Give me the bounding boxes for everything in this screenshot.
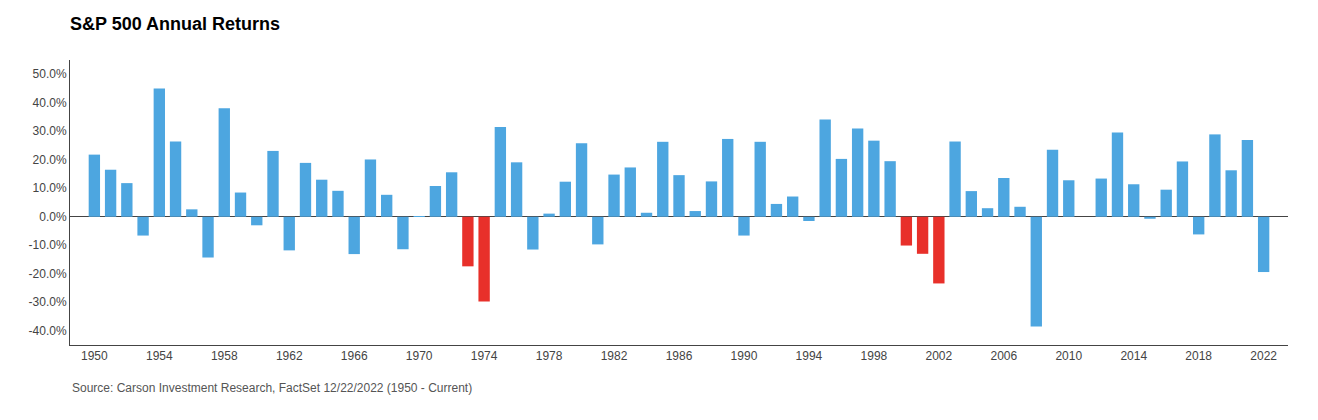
svg-text:2022: 2022	[1250, 349, 1277, 363]
svg-text:2010: 2010	[1055, 349, 1082, 363]
svg-text:-10.0%: -10.0%	[29, 238, 67, 252]
svg-text:0.0%: 0.0%	[39, 210, 67, 224]
svg-text:2018: 2018	[1185, 349, 1212, 363]
svg-text:2006: 2006	[990, 349, 1017, 363]
svg-text:1986: 1986	[666, 349, 693, 363]
svg-text:10.0%: 10.0%	[33, 181, 67, 195]
svg-text:2002: 2002	[925, 349, 952, 363]
svg-text:1974: 1974	[471, 349, 498, 363]
svg-text:50.0%: 50.0%	[33, 67, 67, 81]
svg-text:1954: 1954	[146, 349, 173, 363]
svg-text:1950: 1950	[81, 349, 108, 363]
svg-text:1962: 1962	[276, 349, 303, 363]
svg-text:-20.0%: -20.0%	[29, 267, 67, 281]
svg-text:S&P 500 Annual Returns: S&P 500 Annual Returns	[70, 14, 280, 34]
svg-text:2014: 2014	[1120, 349, 1147, 363]
svg-text:30.0%: 30.0%	[33, 124, 67, 138]
svg-text:20.0%: 20.0%	[33, 153, 67, 167]
svg-text:1982: 1982	[601, 349, 628, 363]
svg-text:-40.0%: -40.0%	[29, 324, 67, 338]
svg-text:1978: 1978	[536, 349, 563, 363]
svg-text:1958: 1958	[211, 349, 238, 363]
svg-text:Source: Carson Investment Rese: Source: Carson Investment Research, Fact…	[72, 381, 472, 395]
svg-text:1966: 1966	[341, 349, 368, 363]
svg-text:1990: 1990	[731, 349, 758, 363]
svg-text:1998: 1998	[861, 349, 888, 363]
svg-text:40.0%: 40.0%	[33, 96, 67, 110]
svg-text:1994: 1994	[796, 349, 823, 363]
svg-text:-30.0%: -30.0%	[29, 295, 67, 309]
svg-text:1970: 1970	[406, 349, 433, 363]
